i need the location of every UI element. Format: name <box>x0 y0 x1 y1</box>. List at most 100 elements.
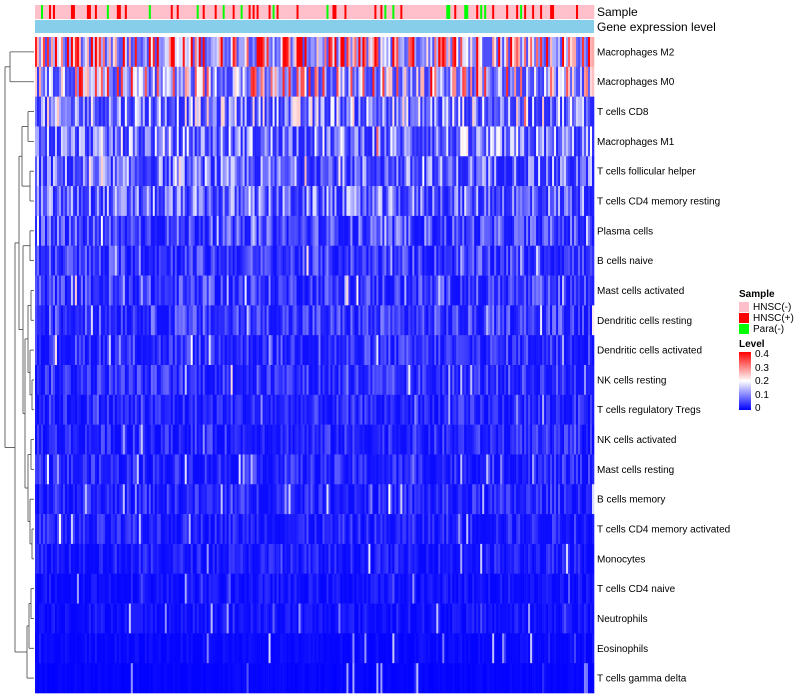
heatmap-cell <box>224 514 227 545</box>
heatmap-cell <box>262 275 265 306</box>
heatmap-cell <box>436 215 439 247</box>
heatmap-cell <box>178 96 182 127</box>
heatmap-cell <box>368 424 371 455</box>
heatmap-cell <box>284 156 287 187</box>
heatmap-cell <box>132 484 136 515</box>
heatmap-cell <box>202 484 205 515</box>
heatmap-cell <box>208 514 211 545</box>
heatmap-cell <box>442 335 445 366</box>
heatmap-cell <box>472 484 475 515</box>
heatmap-cell <box>436 126 439 157</box>
heatmap-cell <box>106 335 110 366</box>
heatmap-cell <box>264 305 267 336</box>
heatmap-cell <box>154 305 158 336</box>
heatmap-cell <box>290 305 293 336</box>
heatmap-cell <box>362 394 365 425</box>
heatmap-cell <box>156 484 160 515</box>
heatmap-cell <box>288 245 291 276</box>
heatmap-cell <box>370 37 373 68</box>
heatmap-cell <box>252 156 255 187</box>
sample-cell <box>366 5 369 19</box>
heatmap-row <box>35 365 595 396</box>
heatmap-cell <box>92 305 96 336</box>
heatmap-cell <box>410 96 413 127</box>
heatmap-cell <box>246 424 249 455</box>
heatmap-cell <box>154 66 158 97</box>
heatmap-cell <box>52 156 56 187</box>
heatmap-cell <box>278 394 281 425</box>
heatmap-cell <box>236 96 239 127</box>
heatmap-cell <box>266 484 269 515</box>
heatmap-cell <box>186 305 190 336</box>
heatmap-cell <box>74 305 78 336</box>
sample-cell <box>372 5 375 19</box>
heatmap-cell <box>354 365 357 396</box>
heatmap-cell <box>256 484 259 515</box>
heatmap-cell <box>570 454 573 485</box>
heatmap-cell <box>218 156 221 187</box>
heatmap-cell <box>174 215 178 247</box>
heatmap-cell <box>64 394 68 425</box>
heatmap-cell <box>294 126 297 157</box>
heatmap-cell <box>182 156 186 187</box>
heatmap-cell <box>204 156 207 187</box>
heatmap-cell <box>234 484 237 515</box>
heatmap-cell <box>432 484 435 515</box>
heatmap-cell <box>134 514 138 545</box>
heatmap-cell <box>490 305 493 336</box>
heatmap-cell <box>316 215 319 247</box>
heatmap-cell <box>50 454 54 485</box>
heatmap-cell <box>510 305 513 336</box>
heatmap-cell <box>140 215 144 247</box>
heatmap-cell <box>522 484 525 515</box>
heatmap-cell <box>142 96 146 127</box>
heatmap-cell <box>484 156 487 187</box>
heatmap-cell <box>130 126 134 157</box>
heatmap-cell <box>410 305 413 336</box>
heatmap-cell <box>264 514 267 545</box>
heatmap-cell <box>454 37 457 68</box>
heatmap-cell <box>150 37 154 68</box>
heatmap-cell <box>324 215 327 247</box>
heatmap-cell <box>412 126 415 157</box>
heatmap-cell <box>60 245 64 276</box>
heatmap-cell <box>50 215 54 247</box>
heatmap-cell <box>126 215 130 247</box>
heatmap-cell <box>128 186 132 217</box>
heatmap-cell <box>412 275 415 306</box>
heatmap-cell <box>90 305 94 336</box>
heatmap-cell <box>284 37 287 68</box>
heatmap-cell <box>84 514 88 545</box>
heatmap-cell <box>46 215 50 247</box>
heatmap-cell <box>266 66 269 97</box>
heatmap-cell <box>102 454 106 485</box>
heatmap-cell <box>248 275 251 306</box>
heatmap-cell <box>224 156 227 187</box>
heatmap-cell <box>336 245 339 276</box>
heatmap-cell <box>414 66 417 97</box>
heatmap-cell <box>384 215 387 247</box>
heatmap-cell <box>130 484 134 515</box>
heatmap-cell <box>462 245 465 276</box>
heatmap-cell <box>48 335 52 366</box>
heatmap-cell <box>542 215 545 247</box>
heatmap-cell <box>198 335 202 366</box>
sample-cell <box>262 5 265 19</box>
heatmap-cell <box>52 365 56 396</box>
heatmap-cell <box>130 96 134 127</box>
heatmap-cell <box>240 96 243 127</box>
heatmap-cell <box>474 96 477 127</box>
heatmap-cell <box>226 37 229 68</box>
heatmap-cell <box>558 394 561 425</box>
heatmap-cell <box>166 454 170 485</box>
heatmap-cell <box>462 96 465 127</box>
heatmap-cell <box>72 215 76 247</box>
heatmap-cell <box>364 394 367 425</box>
heatmap-cell <box>222 126 225 157</box>
heatmap-cell <box>48 365 52 396</box>
heatmap-cell <box>186 245 190 276</box>
heatmap-cell <box>276 454 279 485</box>
heatmap-cell <box>376 275 379 306</box>
heatmap-cell <box>150 245 154 276</box>
heatmap-cell <box>248 66 251 97</box>
